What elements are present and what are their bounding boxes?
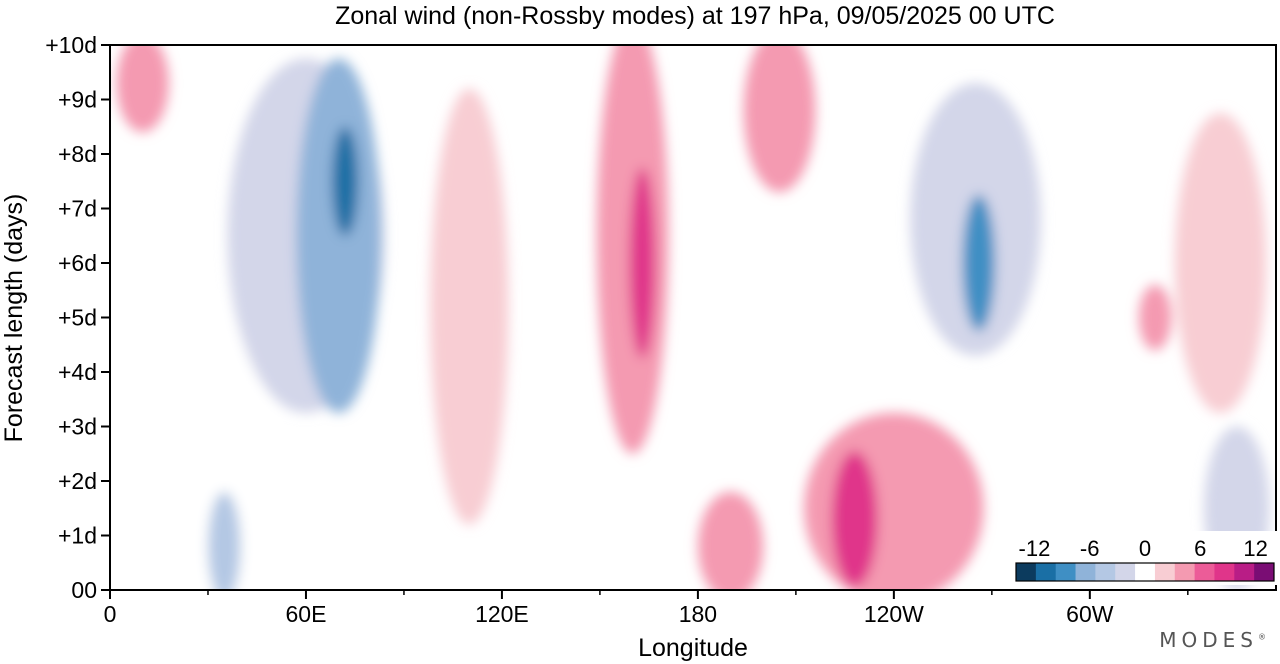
x-tick-label: 180 <box>679 601 717 627</box>
wind-anomaly-2 <box>1174 113 1267 413</box>
colorbar-swatch <box>1016 563 1037 581</box>
x-axis: 0 60E 120E 180 120W 60W <box>104 590 1189 627</box>
x-tick-label: 0 <box>104 601 117 627</box>
wind-anomaly-7 <box>697 491 764 590</box>
colorbar-swatch <box>1254 563 1275 581</box>
colorbar-swatch <box>1154 563 1176 581</box>
x-tick-label: 120E <box>475 601 529 627</box>
colorbar-label: -6 <box>1080 536 1100 561</box>
wind-anomaly-15 <box>831 451 878 588</box>
y-tick-label: +7d <box>58 196 97 222</box>
modes-logo: MODES® <box>1159 628 1266 652</box>
colorbar-swatch <box>1135 563 1156 581</box>
y-tick-label: 00 <box>71 577 97 603</box>
wind-anomaly-13 <box>296 58 382 413</box>
colorbar-label: 0 <box>1139 536 1151 561</box>
y-tick-label: +6d <box>58 250 97 276</box>
colorbar-swatch <box>1035 563 1057 581</box>
colorbar-label: 6 <box>1194 536 1206 561</box>
colorbar-label: 12 <box>1243 536 1267 561</box>
y-axis: 00 +1d +2d +3d +4d +5d +6d +7d +8d +9d +10d <box>45 32 110 603</box>
colorbar-swatch <box>1075 563 1096 581</box>
y-tick-label: +2d <box>58 468 97 494</box>
colorbar-frame <box>1015 562 1275 582</box>
wind-anomaly-14 <box>629 167 656 359</box>
colorbar-swatch <box>1055 563 1077 581</box>
chart-title: Zonal wind (non-Rossby modes) at 197 hPa… <box>335 2 1055 30</box>
y-axis-label: Forecast length (days) <box>0 194 28 443</box>
y-tick-label: +9d <box>58 87 97 113</box>
x-tick-label: 60E <box>285 601 326 627</box>
y-tick-label: +1d <box>58 523 97 549</box>
wind-anomaly-6 <box>743 45 816 193</box>
y-tick-label: +5d <box>58 305 97 331</box>
wind-anomaly-17 <box>332 126 359 236</box>
colorbar-swatch <box>1174 563 1196 581</box>
y-tick-label: +3d <box>58 414 97 440</box>
y-tick-label: +8d <box>58 141 97 167</box>
colorbar-swatch <box>1234 563 1255 581</box>
colorbar-label: -12 <box>1019 536 1051 561</box>
x-tick-label: 60W <box>1066 601 1114 627</box>
colorbar: -12 -6 0 6 12 <box>1010 531 1278 585</box>
x-axis-label: Longitude <box>638 634 748 662</box>
y-tick-label: +10d <box>45 32 97 58</box>
colorbar-swatch <box>1194 563 1215 581</box>
colorbar-swatch <box>1115 563 1136 581</box>
colorbar-swatch <box>1214 563 1235 581</box>
wind-anomaly-1 <box>430 88 509 525</box>
contour-field <box>110 45 1270 590</box>
wind-anomaly-16 <box>962 194 996 332</box>
y-tick-label: +4d <box>58 359 97 385</box>
wind-anomaly-12 <box>207 491 241 590</box>
x-tick-label: 120W <box>864 601 924 627</box>
wind-anomaly-4 <box>116 45 169 133</box>
wind-anomaly-10 <box>1138 284 1172 351</box>
wind-anomaly-8 <box>804 412 984 590</box>
colorbar-swatch <box>1095 563 1116 581</box>
